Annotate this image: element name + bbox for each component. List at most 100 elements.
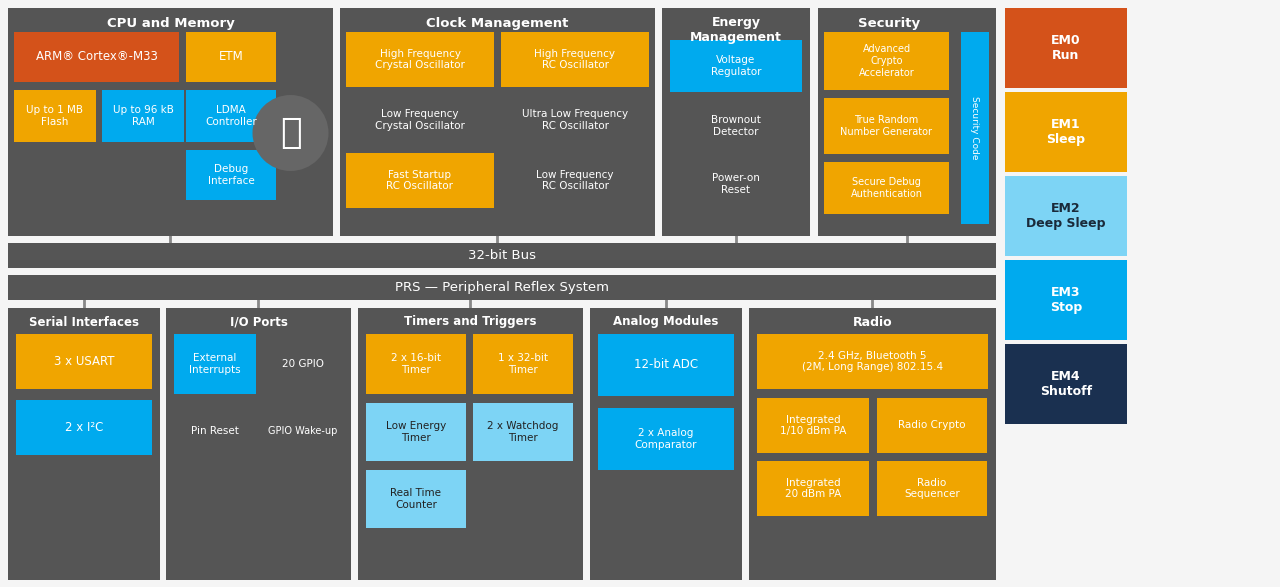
Bar [346,153,494,208]
Bar [166,308,351,580]
Bar [366,403,466,461]
Bar [598,408,733,470]
Bar [366,470,466,528]
Text: 2 x 16-bit
Timer: 2 x 16-bit Timer [390,353,442,375]
Bar [474,403,573,461]
Bar [262,403,344,458]
Bar [102,90,184,142]
Text: Low Energy
Timer: Low Energy Timer [385,421,447,443]
Text: 2.4 GHz, Bluetooth 5
(2M, Long Range) 802.15.4: 2.4 GHz, Bluetooth 5 (2M, Long Range) 80… [803,350,943,372]
Text: Ultra Low Frequency
RC Oscillator: Ultra Low Frequency RC Oscillator [522,109,628,131]
Text: I/O Ports: I/O Ports [229,315,288,329]
Text: Real Time
Counter: Real Time Counter [390,488,442,510]
Text: 3 x USART: 3 x USART [54,355,114,368]
Bar [15,400,152,455]
Bar [15,334,152,389]
Text: 2 x Analog
Comparator: 2 x Analog Comparator [635,428,698,450]
Bar [1005,344,1126,424]
Bar [590,308,742,580]
Text: 1 x 32-bit
Timer: 1 x 32-bit Timer [498,353,548,375]
Text: PRS — Peripheral Reflex System: PRS — Peripheral Reflex System [396,281,609,294]
Bar [346,95,494,145]
Text: Security: Security [858,18,920,31]
Text: Clock Management: Clock Management [426,18,568,31]
Bar [186,32,276,82]
Bar [500,153,649,208]
Text: Up to 96 kB
RAM: Up to 96 kB RAM [113,105,173,127]
Text: Energy
Management: Energy Management [690,16,782,44]
Text: Debug
Interface: Debug Interface [207,164,255,186]
Bar [877,461,987,516]
Bar [8,308,160,580]
Text: LDMA
Controller: LDMA Controller [205,105,257,127]
Text: High Frequency
Crystal Oscillator: High Frequency Crystal Oscillator [375,49,465,70]
Text: EM3
Stop: EM3 Stop [1050,286,1082,314]
Bar [1005,260,1126,340]
Bar [8,8,333,236]
Text: External
Interrupts: External Interrupts [189,353,241,375]
Bar [662,8,810,236]
Bar [756,334,988,389]
Text: Low Frequency
RC Oscillator: Low Frequency RC Oscillator [536,170,613,191]
Text: Timers and Triggers: Timers and Triggers [404,315,536,329]
Bar [500,95,649,145]
Bar [262,334,344,394]
Bar [669,100,803,152]
Text: EM2
Deep Sleep: EM2 Deep Sleep [1027,202,1106,230]
Bar [174,403,256,458]
Bar [669,40,803,92]
Text: 12-bit ADC: 12-bit ADC [634,359,698,372]
Text: Integrated
20 dBm PA: Integrated 20 dBm PA [785,478,841,500]
Text: Integrated
1/10 dBm PA: Integrated 1/10 dBm PA [780,414,846,436]
Bar [669,160,803,208]
Bar [1005,92,1126,172]
Bar [756,461,869,516]
Text: Voltage
Regulator: Voltage Regulator [710,55,762,77]
Bar [500,32,649,87]
Bar [1005,176,1126,256]
Text: Analog Modules: Analog Modules [613,315,718,329]
Bar [366,334,466,394]
Text: EM4
Shutoff: EM4 Shutoff [1039,370,1092,398]
Text: 2 x I²C: 2 x I²C [65,421,104,434]
Text: High Frequency
RC Oscillator: High Frequency RC Oscillator [535,49,616,70]
Text: Pin Reset: Pin Reset [191,426,239,436]
Text: Brownout
Detector: Brownout Detector [712,115,760,137]
Text: 32-bit Bus: 32-bit Bus [468,249,536,262]
Bar [474,334,573,394]
Bar [8,243,996,268]
Text: Radio: Radio [852,315,892,329]
Bar [358,308,582,580]
Bar [340,8,655,236]
Text: 20 GPIO: 20 GPIO [282,359,324,369]
Text: ARM® Cortex®-M33: ARM® Cortex®-M33 [36,50,157,63]
Text: GPIO Wake-up: GPIO Wake-up [269,426,338,436]
Text: ETM: ETM [219,50,243,63]
Bar [186,90,276,142]
Bar [818,8,996,236]
Text: Power-on
Reset: Power-on Reset [712,173,760,195]
Text: 🦎: 🦎 [280,116,301,150]
Bar [598,334,733,396]
Text: EM1
Sleep: EM1 Sleep [1047,118,1085,146]
Text: Serial Interfaces: Serial Interfaces [29,315,140,329]
Text: EM0
Run: EM0 Run [1051,34,1080,62]
Text: Security Code: Security Code [970,96,979,160]
Bar [174,334,256,394]
Bar [346,32,494,87]
Text: Radio Crypto: Radio Crypto [899,420,965,430]
Bar [8,275,996,300]
Bar [14,32,179,82]
Text: CPU and Memory: CPU and Memory [106,18,234,31]
Bar [1005,8,1126,88]
Text: True Random
Number Generator: True Random Number Generator [841,115,933,137]
Text: Advanced
Crypto
Accelerator: Advanced Crypto Accelerator [859,45,914,77]
Bar [824,32,948,90]
Text: Radio
Sequencer: Radio Sequencer [904,478,960,500]
Bar [756,398,869,453]
Bar [877,398,987,453]
Text: Low Frequency
Crystal Oscillator: Low Frequency Crystal Oscillator [375,109,465,131]
Circle shape [252,95,329,171]
Text: Up to 1 MB
Flash: Up to 1 MB Flash [27,105,83,127]
Bar [824,162,948,214]
